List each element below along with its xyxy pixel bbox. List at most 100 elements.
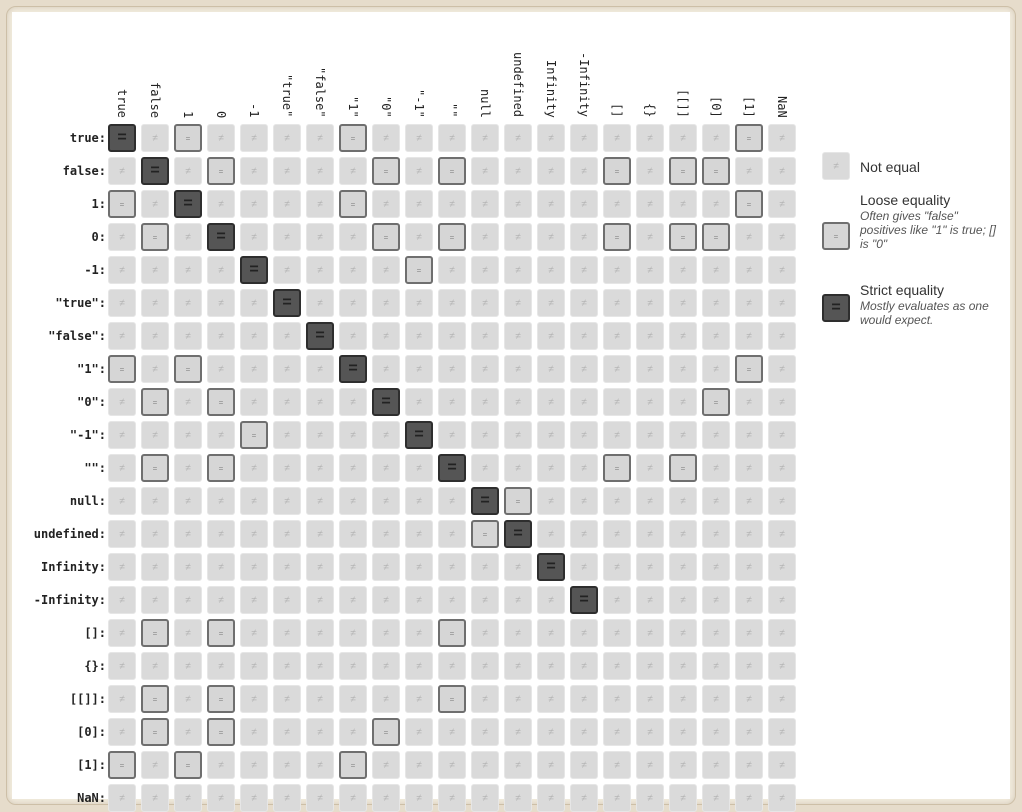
matrix-cell: ≠	[603, 421, 631, 449]
matrix-cell: =	[207, 388, 235, 416]
matrix-cell: ≠	[702, 685, 730, 713]
matrix-cell: ≠	[603, 355, 631, 383]
matrix-cell: ≠	[240, 124, 268, 152]
matrix-cell: ≠	[240, 652, 268, 680]
legend-title-strict: Strict equality	[860, 282, 945, 298]
matrix-cell: =	[141, 685, 169, 713]
matrix-cell: ≠	[636, 652, 664, 680]
matrix-cell: ≠	[405, 190, 433, 218]
column-label: "false"	[313, 66, 327, 118]
matrix-cell: ≠	[669, 190, 697, 218]
matrix-cell: ≠	[339, 256, 367, 284]
matrix-cell: ≠	[438, 784, 466, 812]
row-label: 0:	[91, 230, 106, 244]
matrix-cell: ≠	[669, 520, 697, 548]
matrix-cell: ≠	[273, 256, 301, 284]
matrix-cell: ≠	[570, 190, 598, 218]
matrix-cell: ≠	[306, 784, 334, 812]
matrix-cell: ≠	[471, 586, 499, 614]
matrix-cell: ≠	[537, 784, 565, 812]
row-label: "-1":	[69, 428, 106, 442]
matrix-cell: ≠	[735, 619, 763, 647]
matrix-cell: ≠	[240, 190, 268, 218]
matrix-cell: ≠	[702, 751, 730, 779]
matrix-cell: =	[141, 157, 169, 185]
matrix-cell: ≠	[768, 751, 796, 779]
matrix-cell: ≠	[570, 223, 598, 251]
matrix-cell: ≠	[570, 619, 598, 647]
matrix-cell: ≠	[273, 520, 301, 548]
matrix-cell: ≠	[108, 388, 136, 416]
matrix-cell: ≠	[405, 520, 433, 548]
matrix-cell: ≠	[273, 586, 301, 614]
matrix-cell: ≠	[240, 355, 268, 383]
matrix-cell: ≠	[273, 718, 301, 746]
matrix-cell: ≠	[141, 190, 169, 218]
matrix-cell: ≠	[141, 784, 169, 812]
matrix-cell: ≠	[504, 718, 532, 746]
matrix-cell: ≠	[636, 124, 664, 152]
matrix-cell: ≠	[603, 124, 631, 152]
matrix-cell: ≠	[735, 322, 763, 350]
matrix-cell: ≠	[108, 223, 136, 251]
matrix-cell: ≠	[537, 157, 565, 185]
matrix-cell: ≠	[537, 685, 565, 713]
matrix-cell: =	[339, 355, 367, 383]
matrix-cell: ≠	[570, 751, 598, 779]
matrix-cell: ≠	[339, 322, 367, 350]
matrix-cell: ≠	[405, 124, 433, 152]
matrix-cell: ≠	[537, 421, 565, 449]
matrix-cell: ≠	[735, 487, 763, 515]
matrix-cell: ≠	[570, 652, 598, 680]
matrix-cell: ≠	[768, 586, 796, 614]
matrix-cell: ≠	[438, 190, 466, 218]
matrix-cell: ≠	[702, 520, 730, 548]
legend-desc-strict: Mostly evaluates as one would expect.	[860, 299, 989, 327]
matrix-cell: ≠	[273, 421, 301, 449]
matrix-cell: ≠	[141, 355, 169, 383]
matrix-cell: ≠	[504, 124, 532, 152]
matrix-cell: ≠	[306, 520, 334, 548]
matrix-cell: ≠	[306, 487, 334, 515]
matrix-cell: ≠	[636, 256, 664, 284]
matrix-cell: ≠	[438, 289, 466, 317]
matrix-cell: ≠	[735, 421, 763, 449]
matrix-cell: ≠	[273, 322, 301, 350]
matrix-cell: ≠	[735, 685, 763, 713]
matrix-cell: ≠	[570, 355, 598, 383]
matrix-cell: ≠	[471, 718, 499, 746]
matrix-cell: ≠	[471, 223, 499, 251]
row-label: false:	[62, 164, 106, 178]
matrix-cell: ≠	[669, 685, 697, 713]
matrix-cell: =	[702, 157, 730, 185]
matrix-cell: ≠	[372, 322, 400, 350]
matrix-cell: ≠	[273, 685, 301, 713]
matrix-cell: =	[339, 751, 367, 779]
matrix-cell: ≠	[174, 718, 202, 746]
column-label: "true"	[280, 74, 294, 118]
matrix-cell: ≠	[768, 355, 796, 383]
matrix-cell: =	[438, 223, 466, 251]
matrix-cell: ≠	[207, 289, 235, 317]
row-label: "true":	[55, 296, 106, 310]
matrix-cell: ≠	[537, 223, 565, 251]
matrix-cell: ≠	[735, 520, 763, 548]
matrix-cell: ≠	[405, 454, 433, 482]
matrix-cell: ≠	[537, 487, 565, 515]
matrix-cell: ≠	[702, 487, 730, 515]
column-label: 1	[181, 110, 195, 118]
matrix-cell: ≠	[504, 454, 532, 482]
matrix-cell: ≠	[702, 652, 730, 680]
matrix-cell: ≠	[306, 553, 334, 581]
matrix-cell: ≠	[669, 487, 697, 515]
matrix-cell: ≠	[537, 619, 565, 647]
matrix-cell: ≠	[438, 652, 466, 680]
matrix-cell: ≠	[603, 256, 631, 284]
matrix-cell: ≠	[471, 190, 499, 218]
matrix-cell: ≠	[735, 223, 763, 251]
matrix-cell: ≠	[768, 718, 796, 746]
matrix-cell: ≠	[603, 718, 631, 746]
matrix-cell: ≠	[603, 685, 631, 713]
matrix-cell: ≠	[702, 718, 730, 746]
matrix-cell: ≠	[405, 289, 433, 317]
